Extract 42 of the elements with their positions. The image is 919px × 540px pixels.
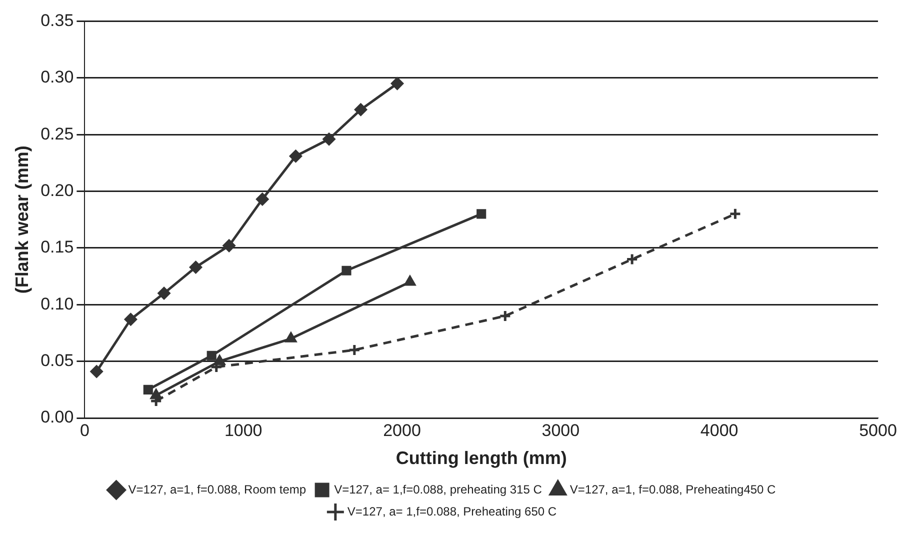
point bbox=[626, 253, 638, 266]
y-axis-title: (Flank wear (mm) bbox=[12, 146, 32, 294]
point bbox=[728, 208, 742, 220]
y-tick-label: 0.15 bbox=[40, 238, 74, 257]
y-tick-label: 0.05 bbox=[40, 351, 74, 370]
x-tick-label: 0 bbox=[80, 420, 90, 440]
y-tick-label: 0.00 bbox=[40, 408, 74, 427]
y-tick-label: 0.25 bbox=[40, 124, 74, 144]
point bbox=[322, 132, 336, 146]
legend-label: V=127, a=1, f=0.088, Preheating450 C bbox=[570, 482, 776, 496]
x-axis-title: Cutting length (mm) bbox=[396, 448, 567, 468]
point bbox=[256, 192, 269, 206]
point bbox=[498, 310, 512, 322]
legend-label: V=127, a= 1,f=0.088, Preheating 650 C bbox=[347, 504, 557, 518]
point bbox=[404, 276, 416, 286]
y-tick-label: 0.10 bbox=[40, 294, 74, 314]
x-tick-label: 5000 bbox=[859, 420, 897, 440]
point bbox=[158, 287, 170, 300]
point bbox=[222, 239, 236, 252]
point bbox=[289, 150, 302, 162]
point bbox=[214, 355, 226, 366]
point bbox=[391, 77, 404, 90]
point bbox=[143, 384, 153, 394]
y-tick-label: 0.35 bbox=[40, 10, 74, 30]
point bbox=[354, 103, 368, 116]
y-tick-label: 0.30 bbox=[40, 68, 74, 87]
x-tick-label: 3000 bbox=[542, 420, 580, 440]
point bbox=[124, 313, 137, 326]
x-tick-label: 2000 bbox=[383, 420, 421, 440]
legend-label: V=127, a= 1,f=0.088, preheating 315 C bbox=[334, 482, 542, 496]
x-tick-label: 4000 bbox=[700, 420, 738, 440]
x-tick-label: 1000 bbox=[224, 420, 262, 440]
legend-label: V=127, a=1, f=0.088, Room temp bbox=[128, 482, 306, 496]
point bbox=[90, 365, 103, 378]
y-tick-label: 0.20 bbox=[40, 180, 74, 200]
point bbox=[342, 266, 352, 276]
point bbox=[348, 344, 361, 356]
point bbox=[476, 209, 486, 219]
point bbox=[285, 332, 297, 342]
point bbox=[190, 260, 202, 274]
point bbox=[206, 350, 216, 360]
point bbox=[150, 389, 162, 400]
